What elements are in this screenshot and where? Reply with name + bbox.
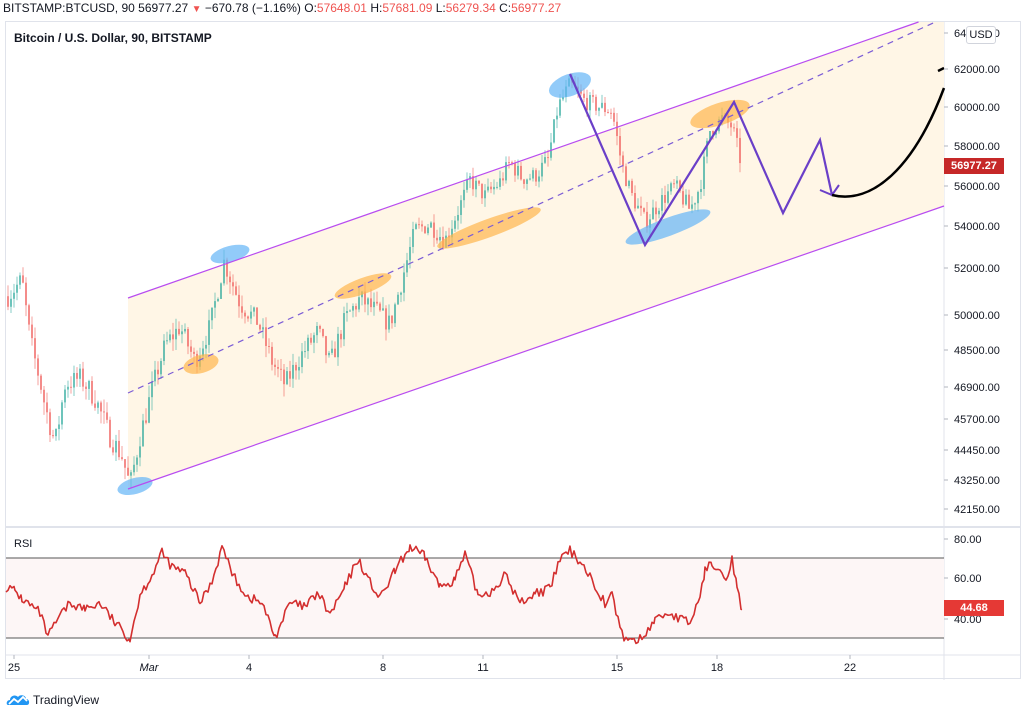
- time-tick-label: 15: [611, 662, 623, 674]
- rsi-value-tag: 44.68: [944, 600, 1004, 616]
- time-tick-label: Mar: [140, 662, 160, 674]
- curve-arrowhead-icon: [937, 66, 945, 73]
- tradingview-logo-icon: [6, 695, 30, 705]
- highlight-marker[interactable]: [623, 203, 714, 251]
- tradingview-brand[interactable]: TradingView: [6, 691, 99, 709]
- price-tick-label: 56000.00: [954, 181, 1000, 193]
- close-value: 56977.27: [511, 1, 562, 15]
- time-tick-label: 22: [844, 662, 856, 674]
- price-tick-label: 42150.00: [954, 504, 1000, 516]
- price-tick-label: 58000.00: [954, 141, 1000, 153]
- channel-upper-line[interactable]: [127, 21, 919, 299]
- low-label: L:: [435, 1, 446, 15]
- zigzag-projection[interactable]: [568, 73, 834, 248]
- symbol-header: BITSTAMP:BTCUSD, 90 56977.27 ▼ −670.78 (…: [0, 0, 1024, 18]
- price-tick-label: 62000.00: [954, 64, 1000, 76]
- rsi-tick-label: 60.00: [954, 573, 982, 585]
- candlestick-series: [7, 73, 741, 489]
- open-label: O:: [304, 1, 317, 15]
- time-axis[interactable]: 25 Mar 4 8 11 15 18 22: [8, 655, 856, 674]
- highlight-marker[interactable]: [546, 67, 595, 103]
- curved-projection-arrow[interactable]: [831, 87, 946, 198]
- price-tick-label: 44450.00: [954, 445, 1000, 457]
- channel-lower-line[interactable]: [127, 205, 945, 490]
- high-label: H:: [370, 1, 383, 15]
- last-price: 56977.27: [138, 1, 189, 15]
- currency-button[interactable]: USD: [966, 26, 996, 44]
- chart-legend-title: Bitcoin / U.S. Dollar, 90, BITSTAMP: [14, 31, 212, 45]
- rsi-pane-title: RSI: [14, 538, 33, 550]
- price-tick-label: 43250.00: [954, 475, 1000, 487]
- open-value: 57648.01: [316, 1, 367, 15]
- time-tick-label: 8: [380, 662, 386, 674]
- highlight-marker[interactable]: [434, 201, 544, 256]
- rsi-band-fill: [6, 558, 944, 638]
- low-value: 56279.34: [445, 1, 496, 15]
- rsi-line: [5, 544, 743, 645]
- symbol-label: BITSTAMP:BTCUSD, 90: [3, 1, 135, 15]
- down-arrow-icon: ▼: [191, 4, 202, 15]
- price-axis[interactable]: 64000.0062000.0060000.0058000.0056000.00…: [944, 28, 1000, 516]
- high-value: 57681.09: [382, 1, 433, 15]
- channel-midline[interactable]: [127, 21, 936, 394]
- close-label: C:: [499, 1, 512, 15]
- last-price-tag: 56977.27: [944, 158, 1004, 174]
- time-tick-label: 25: [8, 662, 20, 674]
- time-tick-label: 11: [477, 662, 488, 674]
- price-tick-label: 45700.00: [954, 414, 1000, 426]
- price-tick-label: 54000.00: [954, 221, 1000, 233]
- highlight-marker[interactable]: [687, 94, 753, 134]
- price-tick-label: 48500.00: [954, 345, 1000, 357]
- rsi-axis[interactable]: 80.00 60.00 40.00: [944, 534, 982, 626]
- price-change: −670.78 (−1.16%): [204, 1, 301, 15]
- rsi-tick-label: 40.00: [954, 614, 982, 626]
- price-tick-label: 46900.00: [954, 382, 1000, 394]
- highlight-marker[interactable]: [181, 351, 220, 378]
- chart-frame: [5, 21, 1021, 679]
- price-tick-label: 52000.00: [954, 263, 1000, 275]
- time-tick-label: 4: [246, 662, 252, 674]
- price-tick-label: 50000.00: [954, 310, 1000, 322]
- brand-label: TradingView: [33, 693, 100, 707]
- price-tick-label: 60000.00: [954, 102, 1000, 114]
- highlight-marker[interactable]: [332, 268, 394, 304]
- time-tick-label: 18: [711, 662, 723, 674]
- rsi-tick-label: 80.00: [954, 534, 982, 546]
